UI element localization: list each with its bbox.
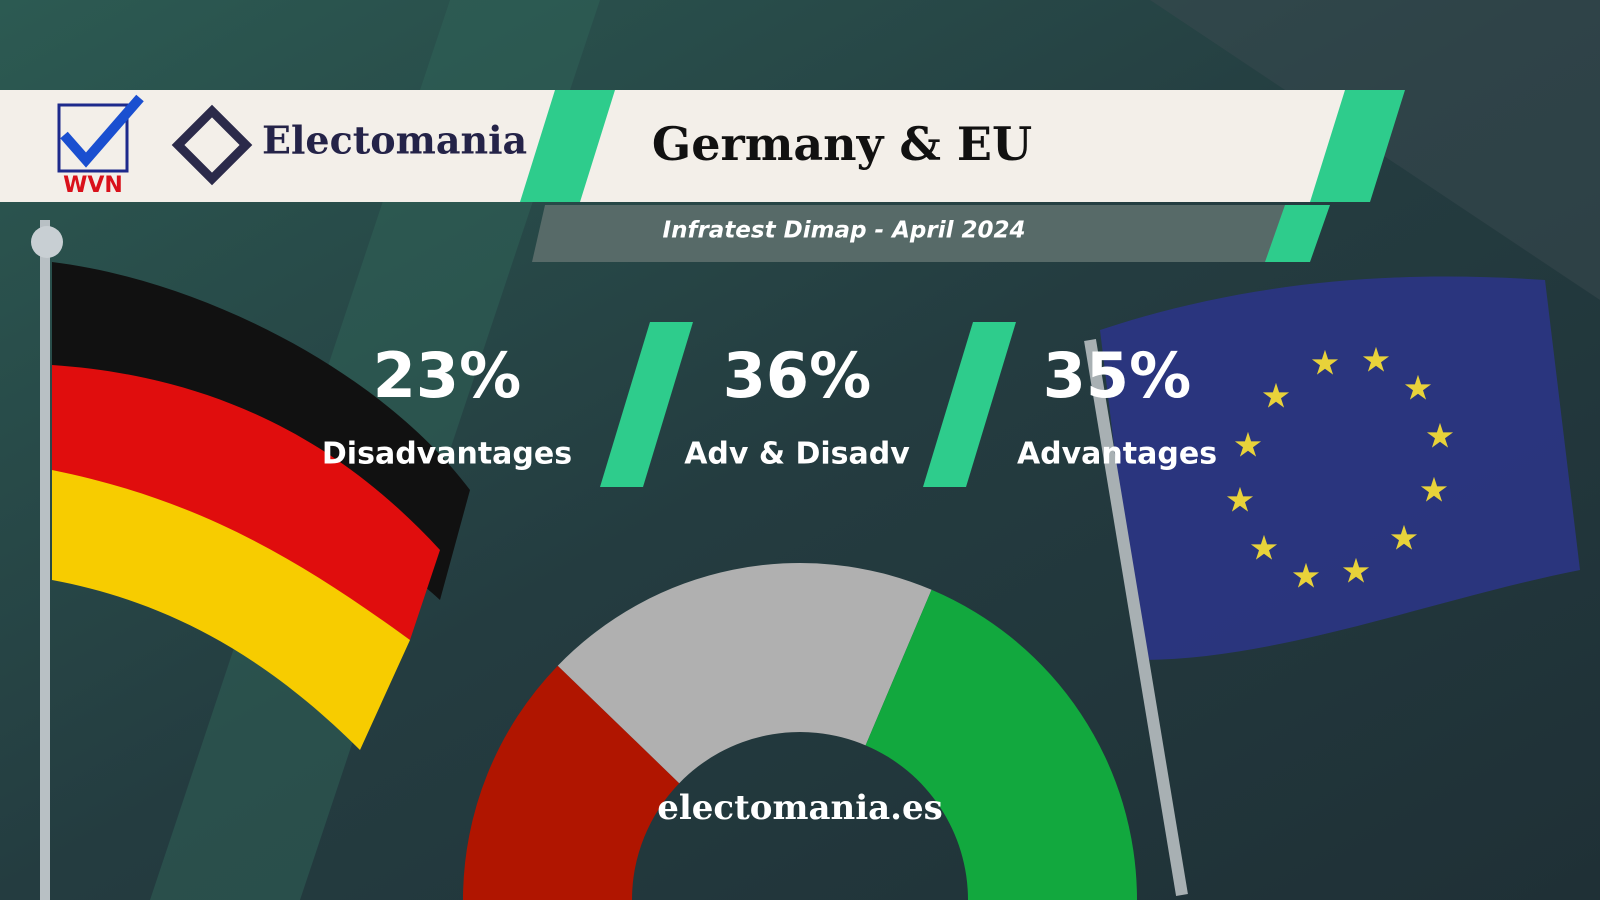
donut-segment [865,589,1137,900]
eu-flag: ★ ★★ ★★★ ★★★ ★★★ [1084,276,1580,896]
svg-text:★: ★ [1310,344,1340,384]
value-label: 36% [723,339,871,412]
svg-text:★: ★ [1233,426,1263,466]
svg-text:★: ★ [1403,369,1433,409]
germany-flag [31,220,470,900]
badge: WVN [63,173,123,198]
accent [1310,90,1405,202]
separator [600,322,693,487]
category-label: Advantages [1017,437,1217,472]
value-label: 35% [1043,339,1191,412]
separator [923,322,1016,487]
category-label: Adv & Disadv [684,437,910,472]
svg-text:★: ★ [1261,377,1291,417]
check [60,94,144,168]
logo-text: Electomania [262,118,527,163]
subtitle-bar [532,205,1300,262]
svg-text:★: ★ [1389,519,1419,559]
checkbox [57,103,129,173]
donut-segment [463,665,680,900]
category-label: Disadvantages [322,437,572,472]
accent [520,90,615,202]
banner [0,90,1345,202]
svg-text:★: ★ [1225,481,1255,521]
accent [1265,205,1330,262]
chart-title: Germany & EU [652,117,1032,171]
svg-text:★: ★ [1341,552,1371,592]
donut-segment [557,562,932,784]
svg-text:★: ★ [1419,471,1449,511]
svg-text:★: ★ [1291,557,1321,597]
svg-text:★: ★ [1361,341,1391,381]
svg-text:★: ★ [1425,417,1455,457]
logo-mark [171,104,253,186]
chart-subtitle: Infratest Dimap - April 2024 [663,218,1026,244]
footer: electomania.es [657,788,943,828]
value-label: 23% [373,339,521,412]
svg-text:★: ★ [1249,529,1279,569]
